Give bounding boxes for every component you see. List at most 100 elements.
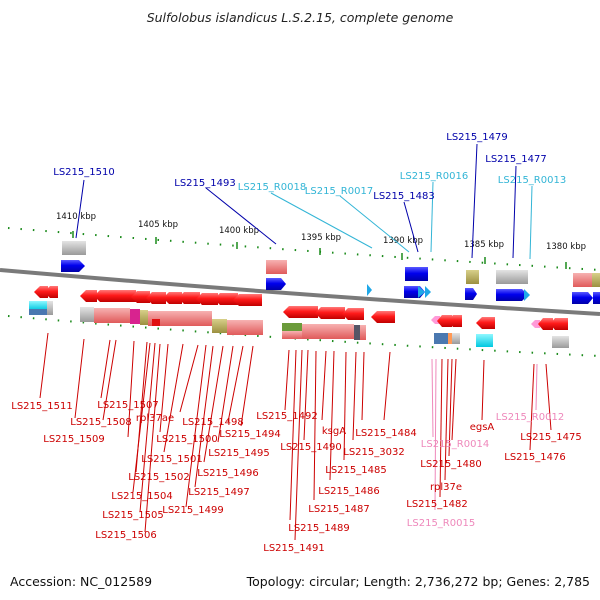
rna-label: LS215_R0017 bbox=[305, 186, 373, 197]
forward-gene-arrow bbox=[593, 292, 600, 304]
reverse-gene-arrow bbox=[94, 290, 136, 302]
reverse-gene-arrow bbox=[163, 292, 182, 304]
bottom-gene-labels: LS215_1511 LS215_1508 LS215_1509 LS215_1… bbox=[11, 400, 581, 554]
rna-arrow bbox=[425, 286, 431, 298]
gene-label: rpl37ae bbox=[136, 413, 174, 424]
feature-box bbox=[80, 307, 94, 322]
map-title: Sulfolobus islandicus L.S.2.15, complete… bbox=[147, 10, 454, 25]
rna-arrow bbox=[531, 320, 540, 328]
tick-label: 1410 kbp bbox=[56, 212, 96, 222]
gene-label: LS215_3032 bbox=[343, 447, 404, 458]
feature-box bbox=[212, 319, 227, 333]
gene-label: LS215_1498 bbox=[182, 417, 243, 428]
gene-label: LS215_1475 bbox=[520, 432, 581, 443]
tick-label: 1400 kbp bbox=[219, 226, 259, 236]
feature-box bbox=[496, 270, 528, 284]
reverse-gene-arrow bbox=[476, 317, 495, 329]
gene-label: LS215_1482 bbox=[406, 499, 467, 510]
feature-box bbox=[62, 241, 86, 255]
gene-label: LS215_1486 bbox=[318, 486, 379, 497]
top-strand-features bbox=[61, 241, 600, 304]
feature-box bbox=[29, 309, 47, 315]
feature-box bbox=[452, 333, 460, 344]
scale-tick-labels: 1410 kbp 1405 kbp 1400 kbp 1395 kbp 1390… bbox=[56, 212, 586, 252]
gene-label: LS215_1480 bbox=[420, 459, 481, 470]
gene-label: rpl37e bbox=[430, 482, 462, 493]
gene-label: LS215_1509 bbox=[43, 434, 104, 445]
gene-label: LS215_1485 bbox=[325, 465, 386, 476]
feature-box bbox=[148, 311, 212, 326]
feature-box bbox=[266, 260, 287, 274]
forward-gene-arrow bbox=[266, 278, 286, 290]
forward-gene-arrow bbox=[572, 292, 593, 304]
gene-label: LS215_1494 bbox=[219, 429, 280, 440]
gene-label: LS215_1506 bbox=[95, 530, 156, 541]
genome-summary-text: Topology: circular; Length: 2,736,272 bp… bbox=[246, 574, 590, 589]
forward-gene-arrow bbox=[61, 260, 85, 272]
gene-label: LS215_1499 bbox=[162, 505, 223, 516]
feature-box bbox=[140, 310, 148, 325]
gene-label: LS215_1476 bbox=[504, 452, 565, 463]
reverse-gene-arrow bbox=[146, 292, 166, 304]
rna-label: LS215_R0013 bbox=[498, 175, 566, 186]
feature-box bbox=[94, 308, 130, 323]
reverse-gene-arrow bbox=[214, 293, 238, 305]
bottom-strand-features bbox=[29, 286, 569, 348]
gene-label: LS215_1483 bbox=[373, 191, 434, 202]
gene-label: LS215_1491 bbox=[263, 543, 324, 554]
gene-label: LS215_1497 bbox=[188, 487, 249, 498]
tick-label: 1390 kbp bbox=[383, 236, 423, 246]
reverse-gene-arrow bbox=[131, 291, 150, 303]
reverse-gene-arrow bbox=[178, 292, 200, 304]
rna-arrow bbox=[418, 286, 425, 298]
bottom-leader-lines bbox=[39, 332, 552, 541]
feature-box bbox=[552, 336, 569, 348]
rna-arrow bbox=[524, 289, 530, 301]
feature-box bbox=[130, 309, 140, 324]
accession-text: Accession: NC_012589 bbox=[10, 574, 152, 589]
feature-box bbox=[360, 325, 366, 340]
gene-label: LS215_1508 bbox=[70, 417, 131, 428]
feature-box bbox=[302, 324, 354, 339]
gene-label: LS215_1487 bbox=[308, 504, 369, 515]
feature-box bbox=[227, 320, 263, 335]
gene-label: LS215_1477 bbox=[485, 154, 546, 165]
tick-label: 1405 kbp bbox=[138, 220, 178, 230]
major-ticks bbox=[72, 231, 567, 269]
gene-label: LS215_1493 bbox=[174, 178, 235, 189]
gene-label: LS215_1495 bbox=[208, 448, 269, 459]
gene-label: egsA bbox=[470, 422, 495, 433]
rna-arrow bbox=[367, 284, 372, 296]
feature-box bbox=[476, 334, 493, 347]
feature-box bbox=[152, 319, 160, 326]
gene-label: LS215_1502 bbox=[128, 472, 189, 483]
feature-box bbox=[29, 301, 47, 310]
rna-arrow bbox=[431, 316, 440, 324]
gene-label: LS215_1489 bbox=[288, 523, 349, 534]
gene-label: LS215_1507 bbox=[97, 400, 158, 411]
gene-label: LS215_1505 bbox=[102, 510, 163, 521]
rna-label: LS215_R0016 bbox=[400, 171, 468, 182]
feature-box bbox=[354, 325, 360, 340]
top-gene-labels: LS215_1510 LS215_1493 LS215_R0018 LS215_… bbox=[53, 132, 566, 202]
reverse-gene-arrow bbox=[315, 307, 345, 319]
reverse-gene-arrow bbox=[44, 286, 58, 298]
reverse-gene-arrow bbox=[283, 306, 318, 318]
reverse-gene-arrow bbox=[538, 318, 553, 330]
gene-label: LS215_1490 bbox=[280, 442, 341, 453]
tick-label: 1385 kbp bbox=[464, 240, 504, 250]
gene-label: LS215_1510 bbox=[53, 167, 114, 178]
reverse-gene-arrow bbox=[448, 315, 462, 327]
tick-label: 1380 kbp bbox=[546, 242, 586, 252]
genome-backbone bbox=[0, 268, 600, 316]
top-leader-lines bbox=[75, 143, 533, 260]
rna-label: LS215_R0014 bbox=[421, 439, 489, 450]
reverse-gene-arrow bbox=[34, 286, 48, 298]
reverse-gene-arrow bbox=[233, 294, 262, 306]
forward-gene-arrow bbox=[465, 288, 477, 300]
reverse-gene-arrow bbox=[196, 293, 218, 305]
gene-label: LS215_1479 bbox=[446, 132, 507, 143]
gene-label: ksgA bbox=[322, 426, 346, 437]
